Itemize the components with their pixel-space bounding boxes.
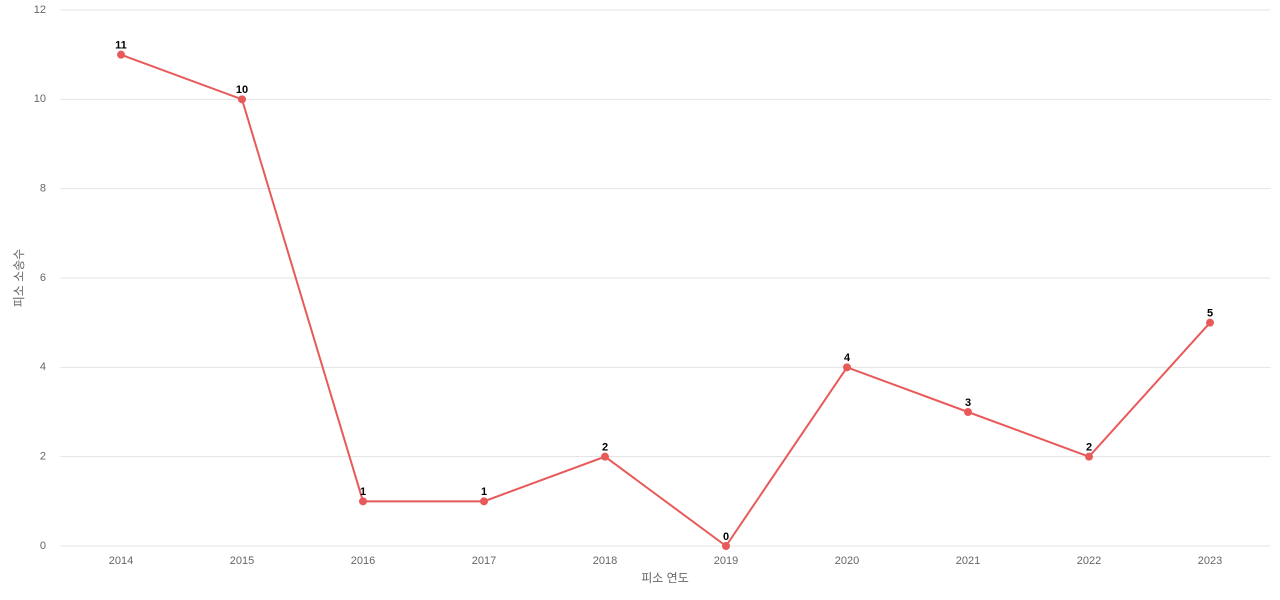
y-tick-label: 0 bbox=[40, 540, 46, 552]
data-point bbox=[722, 542, 730, 550]
data-label: 10 bbox=[236, 84, 248, 96]
data-point bbox=[1085, 452, 1093, 461]
x-tick-label: 2016 bbox=[351, 555, 375, 567]
data-label: 5 bbox=[1207, 308, 1213, 320]
y-tick-label: 2 bbox=[40, 451, 46, 463]
x-tick-label: 2019 bbox=[714, 555, 738, 567]
data-point bbox=[964, 408, 972, 416]
data-label: 3 bbox=[965, 397, 971, 409]
y-tick-label: 6 bbox=[40, 272, 46, 284]
x-tick-label: 2014 bbox=[109, 555, 133, 567]
x-tick-label: 2018 bbox=[593, 555, 617, 567]
y-tick-label: 12 bbox=[34, 4, 46, 16]
series-line bbox=[120, 53, 1211, 548]
x-axis-title: 피소 연도 bbox=[641, 571, 689, 585]
data-point bbox=[601, 452, 609, 461]
y-tick-label: 4 bbox=[40, 361, 46, 373]
data-label: 0 bbox=[723, 531, 729, 543]
data-label: 4 bbox=[844, 352, 851, 364]
data-point bbox=[480, 497, 488, 506]
x-tick-label: 2015 bbox=[230, 555, 254, 567]
data-point bbox=[238, 95, 246, 104]
y-tick-label: 10 bbox=[34, 93, 46, 105]
data-point bbox=[117, 50, 125, 59]
x-tick-label: 2022 bbox=[1077, 555, 1101, 567]
x-tick-label: 2023 bbox=[1198, 555, 1222, 567]
data-point bbox=[843, 363, 851, 372]
data-label: 1 bbox=[360, 486, 366, 498]
data-point bbox=[1206, 318, 1214, 327]
data-label: 2 bbox=[602, 442, 608, 454]
y-tick-label: 8 bbox=[40, 183, 46, 195]
x-tick-label: 2020 bbox=[835, 555, 859, 567]
x-tick-label: 2017 bbox=[472, 555, 496, 567]
x-tick-label: 2021 bbox=[956, 555, 980, 567]
data-label: 2 bbox=[1086, 442, 1092, 454]
data-label: 1 bbox=[481, 486, 487, 498]
y-axis-title: 피소 소송수 bbox=[12, 249, 26, 308]
data-label: 11 bbox=[115, 40, 127, 52]
data-point bbox=[359, 497, 367, 506]
